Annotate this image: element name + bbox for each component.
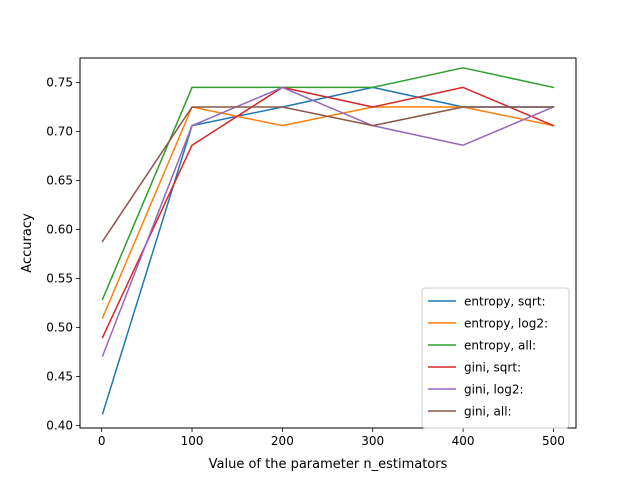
legend-label-4: gini, log2: — [464, 383, 524, 397]
y-tick-label: 0.50 — [46, 321, 73, 335]
plot-frame — [79, 57, 577, 429]
y-tick-label: 0.45 — [46, 370, 73, 384]
x-tick-label: 0 — [98, 434, 106, 448]
x-axis-label: Value of the parameter n_estimators — [209, 457, 448, 472]
x-tick-label: 500 — [542, 434, 565, 448]
series-line-4 — [101, 86, 555, 357]
y-tick-label: 0.75 — [46, 76, 73, 90]
legend-label-5: gini, all: — [464, 405, 512, 419]
series-line-2 — [101, 67, 555, 301]
series-line-3 — [101, 86, 555, 339]
y-axis-label: Accuracy — [20, 213, 35, 273]
series-line-5 — [101, 106, 555, 243]
x-tick-label: 400 — [452, 434, 475, 448]
legend-box — [421, 287, 570, 429]
legend-label-0: entropy, sqrt: — [464, 295, 546, 309]
y-axis: 0.40 0.45 0.50 0.55 0.60 0.65 0.70 0.75 — [46, 76, 80, 433]
y-tick-label: 0.60 — [46, 223, 73, 237]
x-tick-label: 100 — [181, 434, 204, 448]
x-axis: 0 100 200 300 400 500 — [98, 428, 565, 448]
legend-label-2: entropy, all: — [464, 339, 536, 353]
legend-label-3: gini, sqrt: — [464, 361, 521, 375]
y-tick-label: 0.65 — [46, 174, 73, 188]
y-tick-label: 0.55 — [46, 272, 73, 286]
y-tick-label: 0.40 — [46, 419, 73, 433]
x-tick-label: 300 — [361, 434, 384, 448]
y-tick-label: 0.70 — [46, 125, 73, 139]
legend: entropy, sqrt: entropy, log2: entropy, all… — [421, 287, 570, 429]
series-layer — [101, 67, 555, 415]
x-tick-label: 200 — [271, 434, 294, 448]
legend-label-1: entropy, log2: — [464, 317, 548, 331]
